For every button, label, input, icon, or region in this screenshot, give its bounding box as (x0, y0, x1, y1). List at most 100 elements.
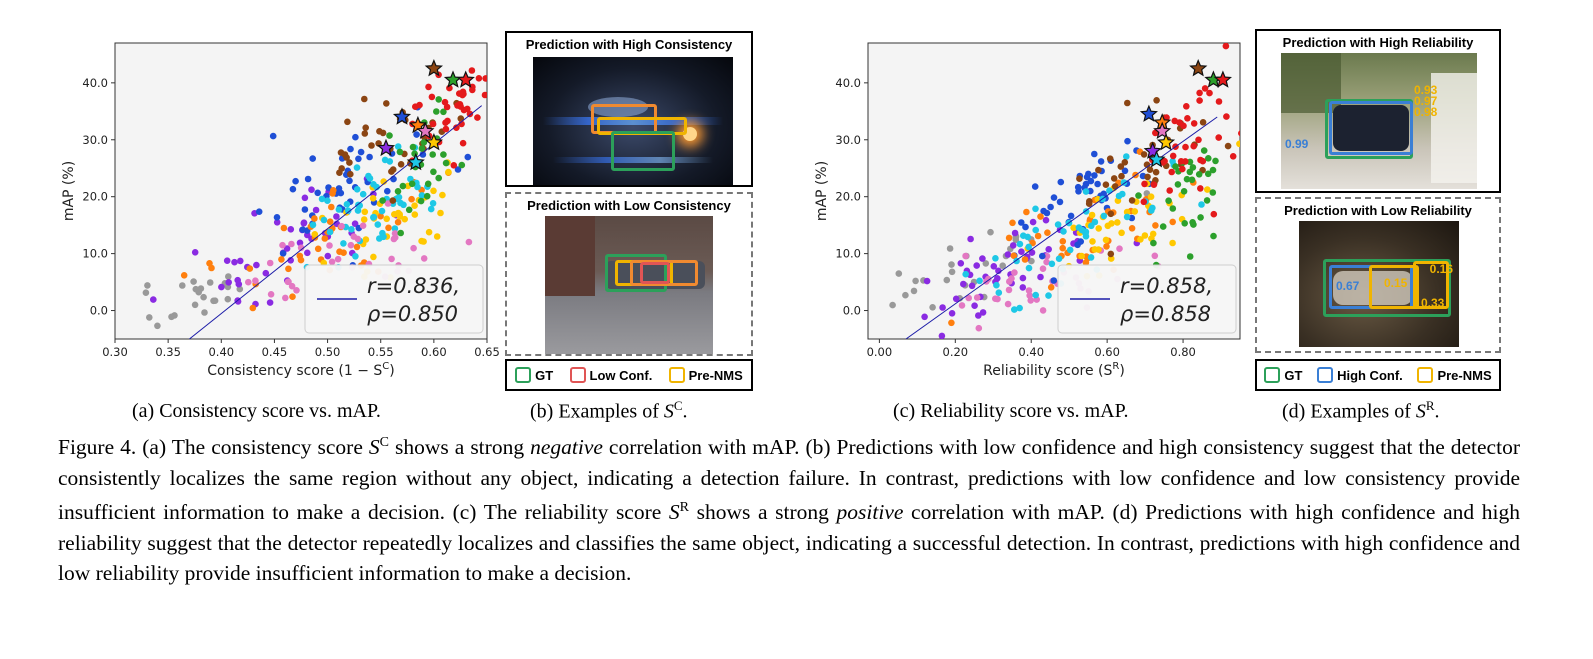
data-point (278, 256, 285, 263)
data-point (1032, 291, 1039, 299)
data-point (297, 256, 305, 264)
score-label: 0.93 (1414, 83, 1438, 97)
data-point (417, 197, 425, 205)
data-point (1180, 188, 1188, 195)
data-point (1010, 252, 1018, 259)
data-point (1186, 168, 1194, 176)
data-point (889, 301, 896, 309)
data-point (1121, 159, 1129, 166)
data-point (1149, 230, 1157, 238)
star-marker (456, 70, 475, 88)
data-point (973, 294, 981, 301)
caption-symbol: S (368, 435, 380, 460)
data-point (428, 93, 436, 101)
data-point (1205, 155, 1212, 162)
panel-d-high-title: Prediction with High Reliability (1282, 35, 1474, 50)
data-point (180, 272, 188, 279)
data-point (192, 285, 200, 293)
data-point (283, 245, 291, 252)
data-point (383, 100, 390, 107)
data-point (1009, 219, 1016, 227)
data-point (388, 255, 395, 263)
data-point (458, 120, 465, 128)
data-point (1048, 260, 1056, 268)
data-point (1083, 173, 1091, 181)
data-point (1004, 251, 1012, 258)
data-point (352, 253, 359, 260)
data-point (430, 187, 437, 195)
data-point (985, 275, 992, 283)
data-point (1103, 243, 1110, 250)
y-tick-label: 40.0 (82, 76, 108, 90)
data-point (965, 294, 972, 302)
data-point (347, 170, 354, 178)
data-point (1159, 223, 1167, 230)
data-point (374, 221, 382, 228)
data-point (191, 249, 199, 256)
data-point (210, 297, 217, 305)
data-point (1116, 245, 1123, 252)
star-marker (1189, 59, 1208, 77)
x-tick-label: 0.30 (102, 345, 128, 359)
data-point (1238, 130, 1240, 137)
data-point (285, 278, 292, 285)
data-point (321, 235, 329, 242)
data-point (376, 128, 383, 135)
data-point (1022, 223, 1029, 231)
data-point (1032, 226, 1039, 234)
data-point (1075, 224, 1083, 231)
data-point (225, 279, 232, 286)
data-point (1091, 172, 1098, 179)
data-point (245, 278, 252, 286)
data-point (357, 148, 365, 156)
data-point (1140, 198, 1148, 206)
data-point (273, 219, 281, 226)
data-point (923, 277, 931, 285)
data-point (386, 158, 394, 165)
data-point (384, 187, 391, 195)
data-point (1183, 103, 1190, 110)
data-point (1009, 242, 1017, 249)
data-point (1094, 180, 1101, 188)
data-point (952, 295, 960, 303)
star-marker (424, 59, 443, 77)
data-point (231, 258, 238, 266)
data-point (1076, 175, 1083, 182)
dark-car-scene-image: 0.16 0.15 0.33 0.67 (1299, 221, 1459, 347)
data-point (354, 207, 362, 214)
data-point (359, 190, 367, 198)
data-point (1032, 205, 1039, 213)
data-point (929, 304, 936, 311)
data-point (1198, 201, 1205, 208)
data-point (1054, 221, 1062, 228)
data-point (289, 293, 296, 301)
data-point (1102, 181, 1110, 188)
data-point (1128, 225, 1136, 232)
data-point (1005, 286, 1013, 294)
data-point (1108, 220, 1115, 227)
x-tick-label: 0.55 (368, 345, 394, 359)
data-point (1176, 119, 1183, 126)
data-point (289, 185, 297, 193)
caption-text: shows a strong (689, 500, 837, 525)
data-point (391, 230, 399, 237)
data-point (1212, 157, 1219, 165)
x-tick-label: 0.45 (262, 345, 288, 359)
legend-item-pre-nms: Pre-NMS (668, 367, 743, 383)
data-point (1040, 207, 1047, 215)
data-point (1011, 269, 1018, 276)
data-point (206, 279, 214, 286)
data-point (948, 310, 956, 317)
data-point (1106, 155, 1114, 162)
data-point (346, 177, 353, 185)
data-point (912, 277, 919, 285)
data-point (1209, 189, 1217, 196)
data-point (1019, 284, 1027, 291)
data-point (1067, 212, 1075, 220)
subcaption-b: (b) Examples of SC. (530, 398, 688, 424)
data-point (420, 139, 428, 146)
caption-emphasis: negative (530, 435, 603, 460)
data-point (1107, 250, 1115, 258)
data-point (948, 261, 955, 268)
data-point (377, 212, 384, 220)
